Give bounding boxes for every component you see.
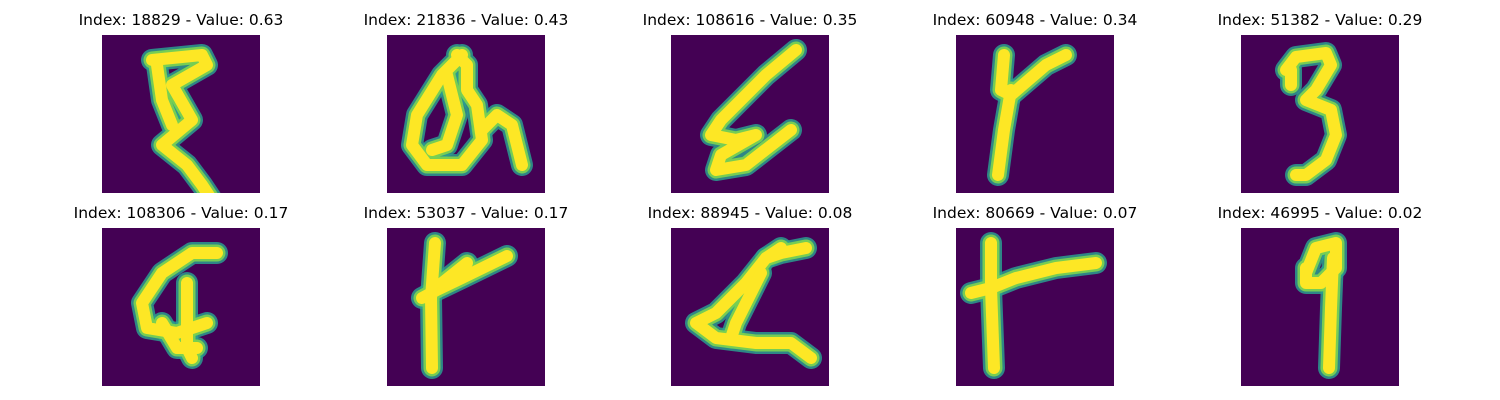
digit-image-panel	[102, 35, 260, 193]
glyph-stroke	[1280, 47, 1342, 181]
panel-title: Index: 46995 - Value: 0.02	[1217, 204, 1423, 222]
digit-image	[102, 35, 260, 193]
digit-image	[102, 228, 260, 386]
digit-image	[956, 228, 1114, 386]
digit-image	[671, 35, 829, 193]
digit-image-panel	[387, 228, 545, 386]
digit-image	[956, 35, 1114, 193]
glyph-stroke	[136, 247, 223, 339]
glyph-stroke	[425, 237, 441, 374]
glyph-stroke	[151, 59, 178, 131]
glyph-stroke	[965, 257, 1102, 299]
panel-title: Index: 80669 - Value: 0.07	[932, 204, 1138, 222]
glyph-stroke	[406, 49, 488, 171]
glyph-stroke	[725, 267, 767, 344]
panel-title: Index: 18829 - Value: 0.63	[78, 11, 284, 29]
panel-title: Index: 51382 - Value: 0.29	[1217, 11, 1423, 29]
glyph-stroke	[146, 49, 215, 193]
digit-image-panel	[671, 228, 829, 386]
glyph-stroke	[985, 237, 1000, 374]
panel-title: Index: 21836 - Value: 0.43	[363, 11, 569, 29]
panel-title: Index: 88945 - Value: 0.08	[647, 204, 853, 222]
panel-title: Index: 53037 - Value: 0.17	[363, 204, 569, 222]
digit-image-panel	[387, 35, 545, 193]
glyph-stroke	[992, 84, 1017, 181]
digit-image-panel	[671, 35, 829, 193]
glyph-stroke	[476, 109, 528, 171]
digit-image	[387, 35, 545, 193]
glyph-stroke	[760, 242, 787, 264]
glyph-stroke	[1323, 252, 1339, 374]
digit-image	[387, 228, 545, 386]
glyph-stroke	[705, 44, 802, 176]
glyph-stroke	[426, 69, 463, 156]
panel-title: Index: 108616 - Value: 0.35	[642, 11, 858, 29]
panel-title: Index: 60948 - Value: 0.34	[932, 11, 1138, 29]
digit-image	[671, 228, 829, 386]
digit-image-panel	[956, 228, 1114, 386]
digit-image-panel	[956, 35, 1114, 193]
digit-image-panel	[1241, 228, 1399, 386]
panel-title: Index: 108306 - Value: 0.17	[73, 204, 289, 222]
glyph-stroke	[436, 257, 473, 289]
glyph-stroke	[156, 317, 203, 354]
digit-image-panel	[1241, 35, 1399, 193]
digit-image-panel	[102, 228, 260, 386]
digit-image	[1241, 35, 1399, 193]
digit-image	[1241, 228, 1399, 386]
